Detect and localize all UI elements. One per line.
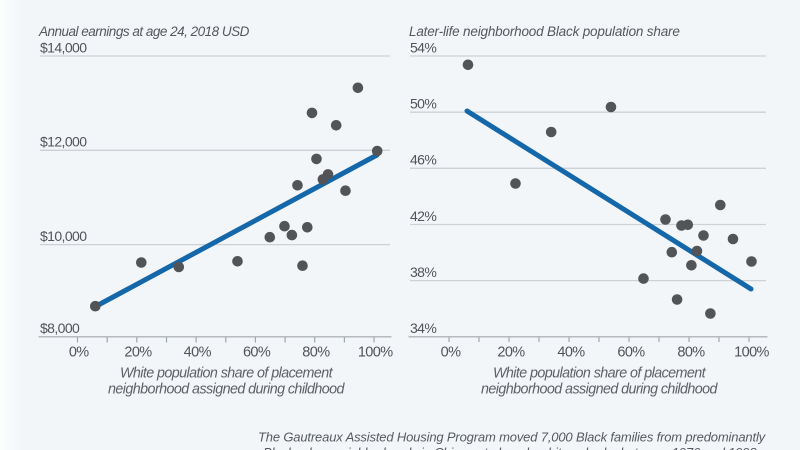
svg-text:40%: 40% <box>557 345 585 361</box>
svg-text:Black urban neighborhoods in C: Black urban neighborhoods in Chicago to … <box>263 445 760 450</box>
svg-text:20%: 20% <box>124 345 152 361</box>
svg-text:$12,000: $12,000 <box>40 134 87 150</box>
svg-text:60%: 60% <box>617 345 645 361</box>
svg-text:46%: 46% <box>410 152 436 168</box>
svg-text:Annual earnings at age 24, 201: Annual earnings at age 24, 2018 USD <box>38 24 250 39</box>
svg-text:38%: 38% <box>410 264 436 280</box>
svg-text:40%: 40% <box>184 345 212 361</box>
svg-text:White population share of plac: White population share of placement <box>493 366 707 382</box>
svg-text:100%: 100% <box>734 345 769 361</box>
svg-text:34%: 34% <box>410 320 436 336</box>
svg-text:Later-life neighborhood Black: Later-life neighborhood Black population… <box>409 24 680 39</box>
svg-text:0%: 0% <box>69 345 89 361</box>
svg-text:42%: 42% <box>410 208 436 224</box>
svg-text:neighborhood assigned during c: neighborhood assigned during childhood <box>481 382 719 398</box>
svg-text:neighborhood assigned during c: neighborhood assigned during childhood <box>108 382 346 398</box>
svg-text:80%: 80% <box>302 345 330 361</box>
svg-text:$10,000: $10,000 <box>40 228 87 244</box>
svg-text:80%: 80% <box>677 345 705 361</box>
svg-text:60%: 60% <box>243 345 271 361</box>
svg-text:$14,000: $14,000 <box>40 39 87 55</box>
svg-text:0%: 0% <box>441 345 461 361</box>
svg-text:White population share of plac: White population share of placement <box>120 366 334 382</box>
svg-text:54%: 54% <box>410 39 436 55</box>
svg-text:50%: 50% <box>410 96 436 112</box>
svg-text:$8,000: $8,000 <box>40 320 80 336</box>
svg-text:20%: 20% <box>497 345 525 361</box>
svg-text:The Gautreaux Assisted Housing: The Gautreaux Assisted Housing Program m… <box>258 430 767 445</box>
svg-text:100%: 100% <box>358 345 393 361</box>
